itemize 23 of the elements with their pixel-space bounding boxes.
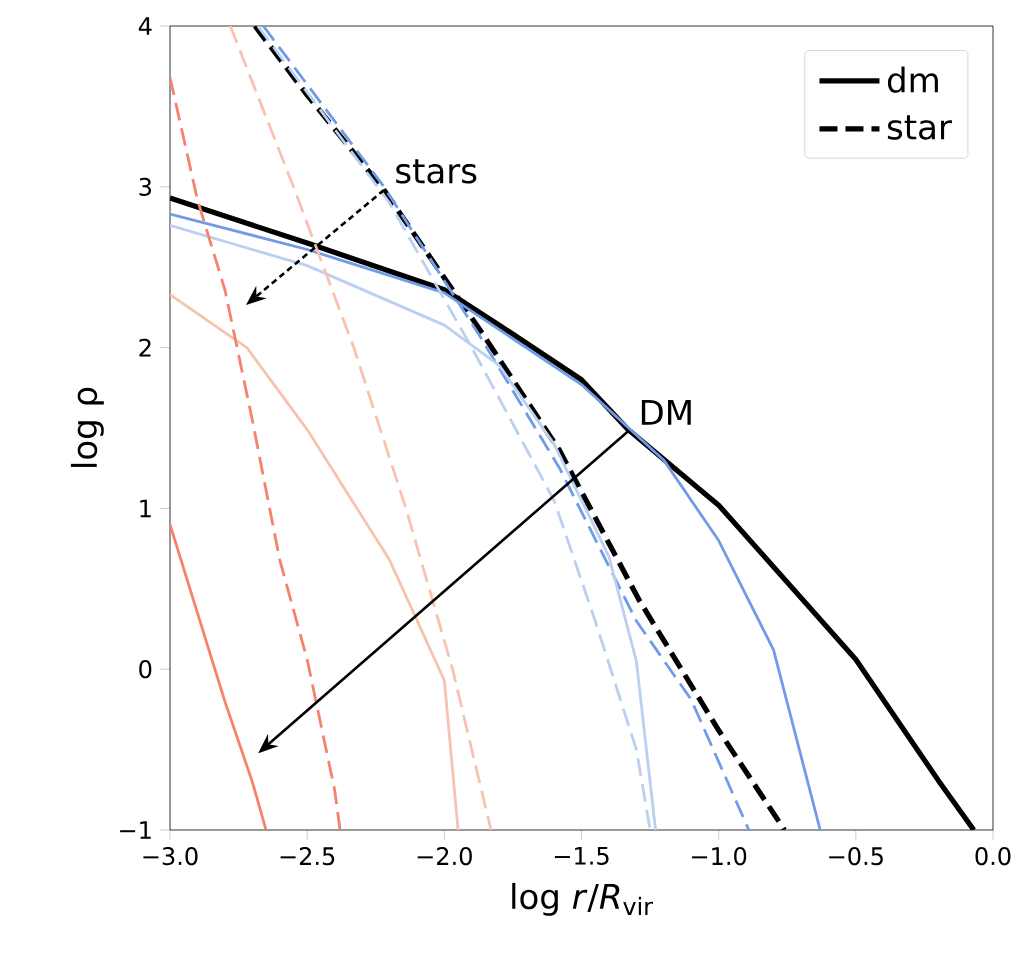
y-tick-label: 4 (138, 17, 152, 35)
y-axis-title: log ρ (70, 387, 104, 467)
line-series (228, 26, 493, 830)
x-tick-label: −2.0 (417, 847, 472, 866)
annotation: DM (641, 400, 691, 425)
legend-label: dm (887, 66, 938, 93)
legend-label: star (887, 115, 952, 140)
x-tick-label: −2.5 (280, 847, 335, 866)
y-tick-label: 3 (139, 177, 151, 196)
x-tick-label: 0.0 (975, 847, 1011, 866)
x-axis-title: log r/R$_{vir}$ (512, 882, 653, 916)
x-tick-label: −1.0 (692, 847, 747, 866)
annotation: stars (396, 159, 477, 184)
line-series (170, 523, 268, 830)
x-tick-label: −3.0 (143, 847, 198, 866)
x-tick-label: −1.5 (554, 847, 609, 865)
y-tick-label: −1 (120, 821, 151, 839)
line-series (170, 293, 460, 830)
line-series (170, 76, 342, 830)
x-tick-label: −0.5 (829, 847, 883, 866)
y-tick-label: 1 (140, 499, 151, 518)
y-tick-label: 0 (139, 660, 152, 679)
y-tick-label: 2 (139, 338, 151, 357)
